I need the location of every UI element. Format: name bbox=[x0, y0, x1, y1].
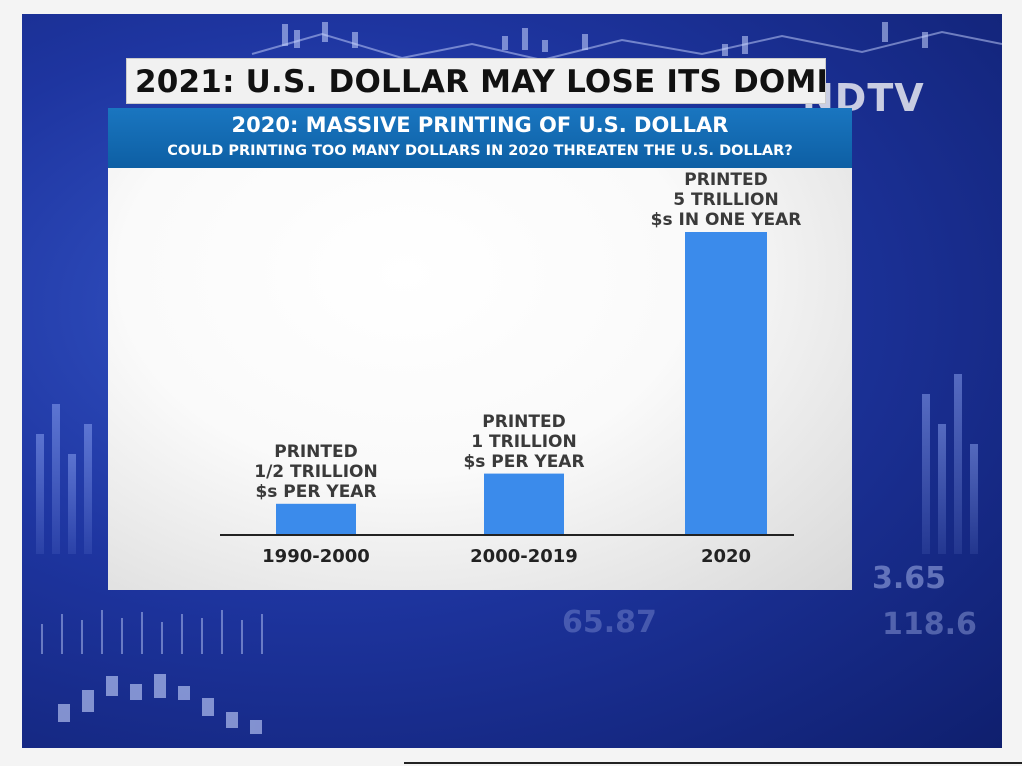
sub-banner: 2020: MASSIVE PRINTING OF U.S. DOLLAR CO… bbox=[108, 108, 852, 168]
bar-annotation-line: PRINTED bbox=[274, 441, 358, 462]
bar-annotation: PRINTED 1/2 TRILLION $s PER YEAR bbox=[236, 442, 396, 502]
bar-decor-left bbox=[36, 374, 978, 554]
stock-ticker-background: 3.65 118.6 65.87 bbox=[36, 22, 1002, 734]
bar-annotation-line: $s PER YEAR bbox=[255, 481, 377, 502]
x-tick-label: 2000-2019 bbox=[470, 546, 578, 567]
sub-banner-question: COULD PRINTING TOO MANY DOLLARS IN 2020 … bbox=[167, 143, 793, 159]
bar-2000-2019 bbox=[484, 473, 564, 534]
x-tick-label: 2020 bbox=[700, 546, 752, 567]
bar-annotation: PRINTED 1 TRILLION $s PER YEAR bbox=[444, 412, 604, 472]
bar-annotation-line: 5 TRILLION bbox=[673, 190, 779, 210]
bg-number-2: 118.6 bbox=[882, 607, 977, 642]
x-tick-label: 1990-2000 bbox=[262, 546, 370, 567]
tick-decor-bottom bbox=[41, 610, 263, 654]
bar-annotation-line: $s PER YEAR bbox=[463, 451, 585, 472]
sub-banner-title: 2020: MASSIVE PRINTING OF U.S. DOLLAR bbox=[231, 113, 729, 137]
bar-1990-2000 bbox=[276, 503, 356, 534]
bar-annotation-line: 1/2 TRILLION bbox=[254, 461, 378, 482]
bg-number-3: 65.87 bbox=[562, 605, 657, 640]
headline-banner: 2021: U.S. DOLLAR MAY LOSE ITS DOMINANC bbox=[126, 58, 826, 104]
bar-annotation: PRINTED 5 TRILLION $s IN ONE YEAR bbox=[646, 170, 806, 230]
screen-bottom-edge bbox=[404, 762, 1022, 764]
bar-2020 bbox=[685, 232, 767, 534]
bar-annotation-line: $s IN ONE YEAR bbox=[650, 210, 802, 230]
bar-annotation-line: PRINTED bbox=[684, 170, 768, 190]
bar-annotation-line: PRINTED bbox=[482, 411, 566, 432]
bar-chart bbox=[220, 232, 794, 536]
bg-number-1: 3.65 bbox=[872, 561, 946, 596]
bar-annotation-line: 1 TRILLION bbox=[471, 431, 577, 452]
candlestick-decor-bottom bbox=[58, 674, 262, 734]
